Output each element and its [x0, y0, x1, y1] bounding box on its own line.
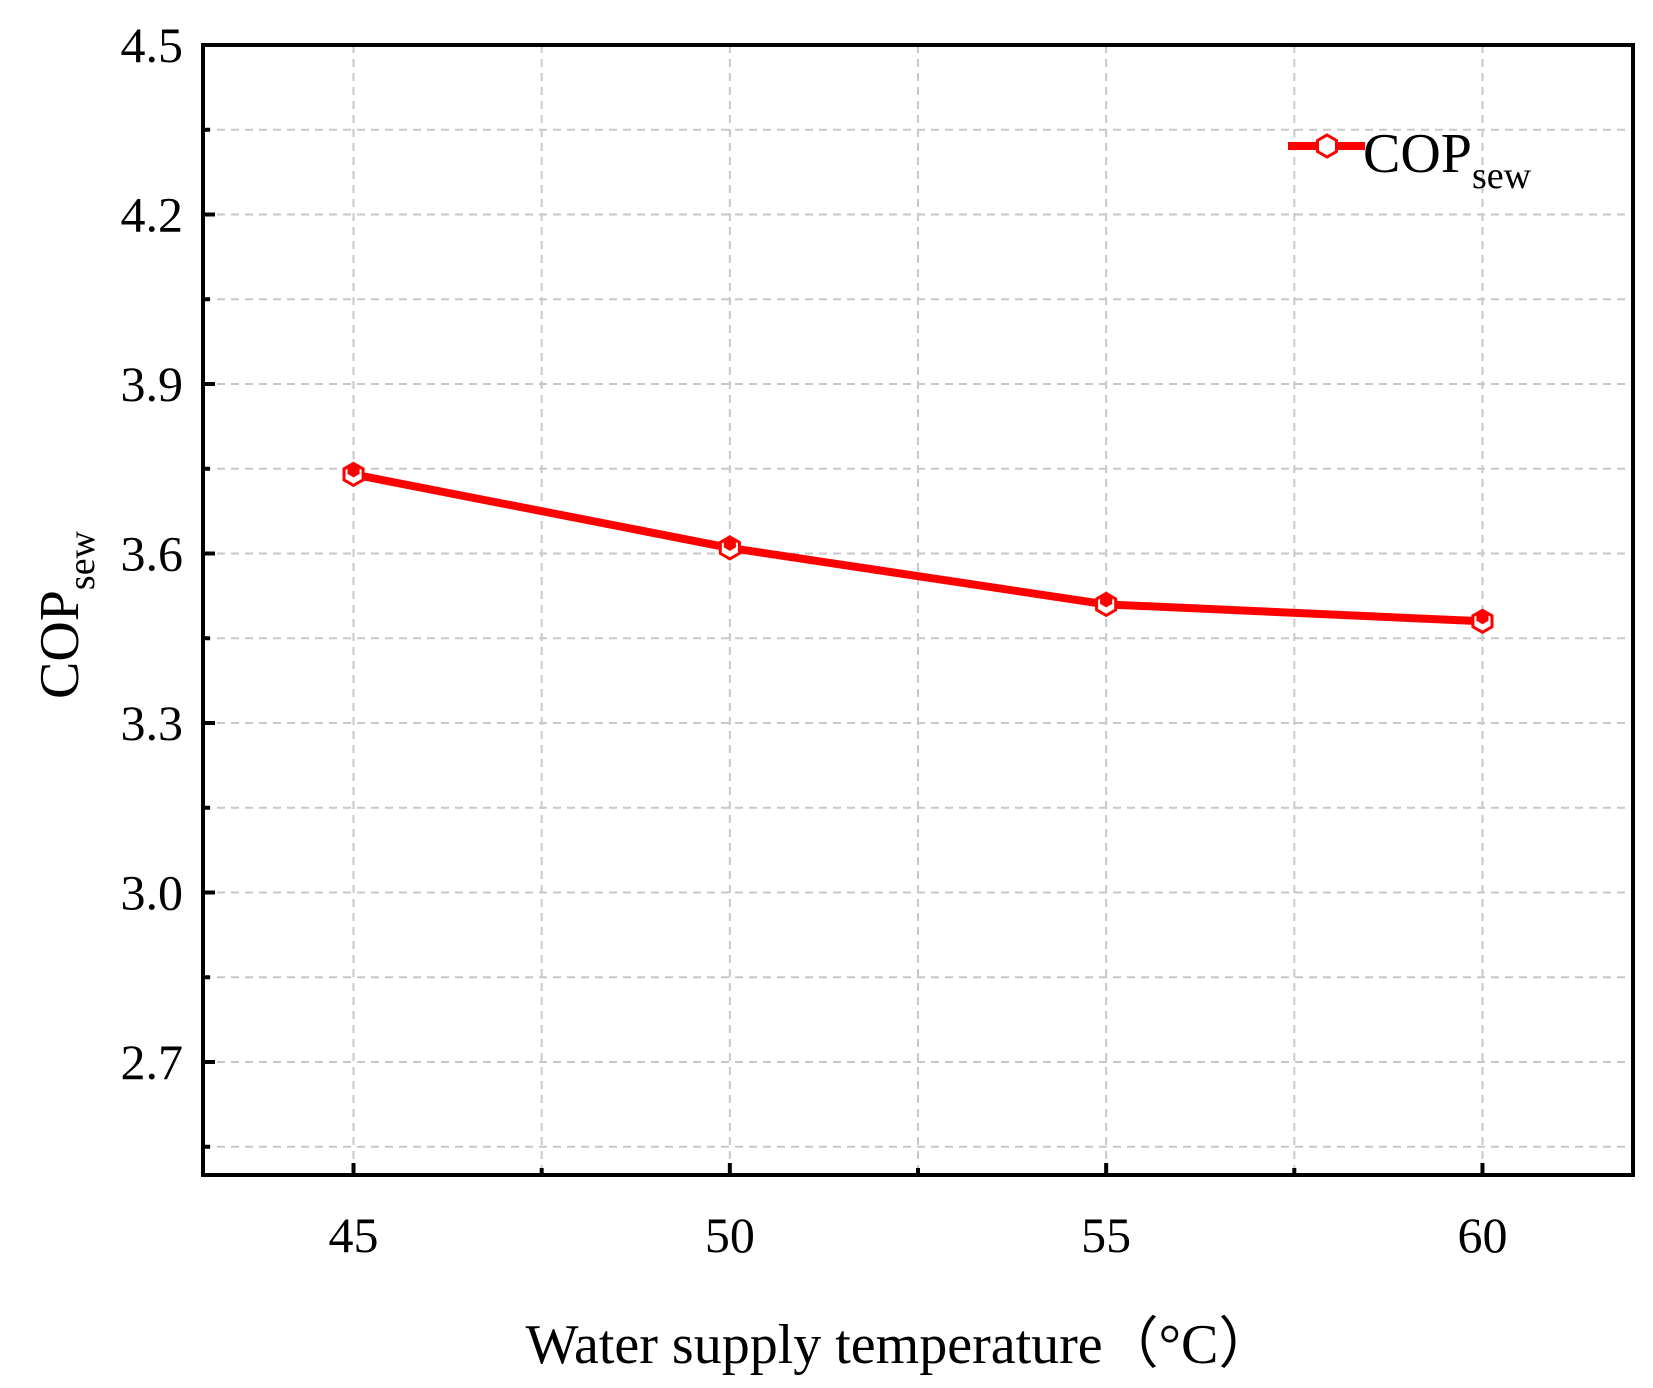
- y-axis-title-subscript: sew: [61, 530, 103, 590]
- series-line: [352, 470, 1483, 626]
- legend: COPsew: [1288, 123, 1532, 197]
- x-axis-title: Water supply temperature（°C）: [526, 1314, 1275, 1376]
- legend-label-main: COP: [1363, 123, 1472, 185]
- x-tick-label: 55: [1081, 1207, 1131, 1263]
- x-tick-labels: 45 50 55 60: [329, 1207, 1508, 1263]
- y-tick-label: 3.3: [121, 695, 184, 751]
- x-tick-label: 50: [705, 1207, 755, 1263]
- plot-frame: [201, 43, 1635, 1177]
- data-point-fill: [347, 463, 360, 478]
- y-tick-label: 4.2: [121, 187, 184, 243]
- legend-label: COPsew: [1363, 123, 1532, 197]
- data-point-fill: [1100, 593, 1113, 608]
- y-tick-label: 2.7: [121, 1034, 184, 1090]
- x-tick-label: 60: [1457, 1207, 1507, 1263]
- legend-label-subscript: sew: [1472, 155, 1532, 197]
- legend-marker: [1316, 133, 1338, 159]
- y-tick-label: 4.5: [121, 17, 184, 73]
- y-axis-title: COPsew: [29, 530, 103, 699]
- y-tick-label: 3.9: [121, 356, 184, 412]
- series-layer: [342, 461, 1494, 635]
- y-tick-label: 3.0: [121, 865, 184, 921]
- y-tick-labels: 2.7 3.0 3.3 3.6 3.9 4.2 4.5: [121, 17, 184, 1090]
- x-tick-label: 45: [329, 1207, 379, 1263]
- y-axis-title-main: COP: [29, 590, 91, 699]
- y-tick-label: 3.6: [121, 526, 184, 582]
- data-point-fill: [1476, 610, 1489, 625]
- grid-lines: [203, 45, 1633, 1175]
- data-point-fill: [723, 536, 736, 551]
